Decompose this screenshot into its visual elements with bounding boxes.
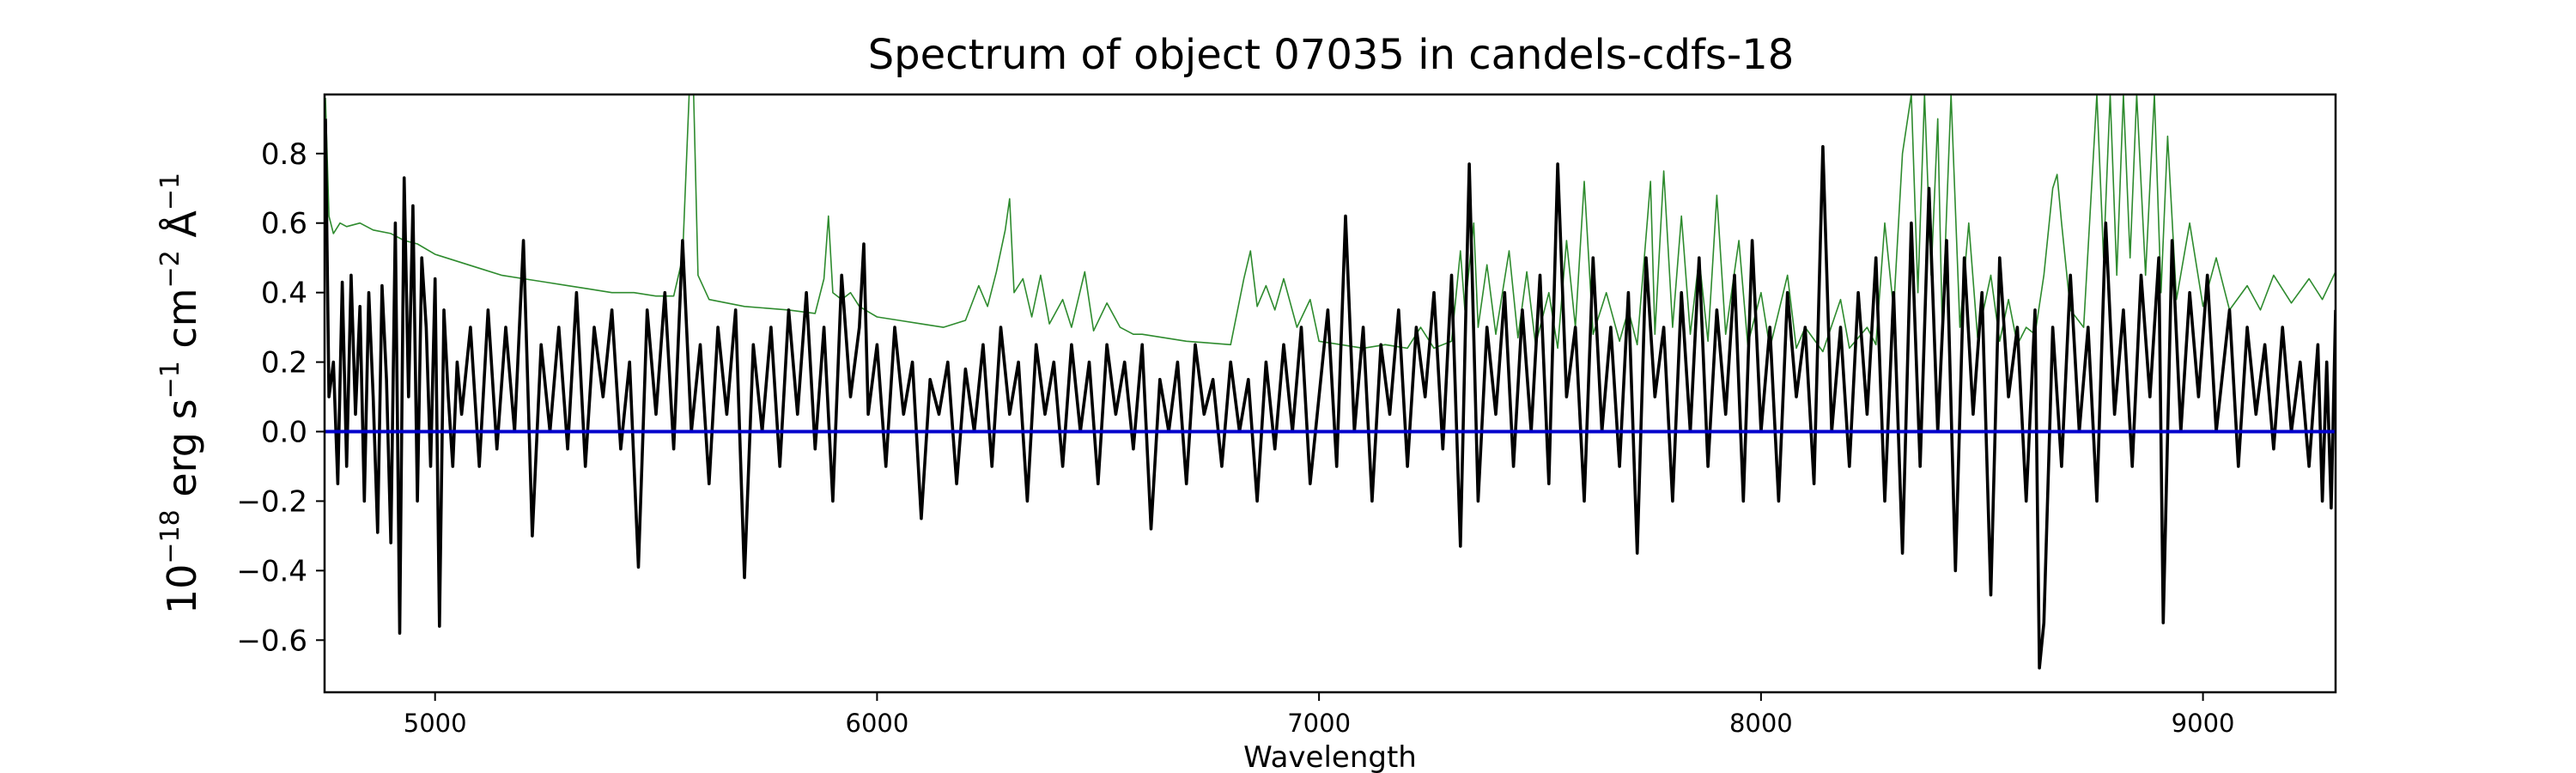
x-tick-label: 5000 bbox=[404, 709, 467, 738]
y-tick-label: 0.4 bbox=[261, 277, 307, 311]
x-tick-label: 6000 bbox=[846, 709, 909, 738]
y-tick-label: −0.2 bbox=[236, 484, 307, 519]
y-axis-ticks: −0.6 −0.4 −0.2 0.0 0.2 0.4 0.6 0.8 bbox=[236, 137, 325, 658]
x-tick-label: 7000 bbox=[1287, 709, 1351, 738]
y-axis-label: 10−18 erg s−1 cm−2 Å−1 bbox=[155, 173, 205, 614]
x-tick-label: 9000 bbox=[2172, 709, 2235, 738]
chart-title: Spectrum of object 07035 in candels-cdfs… bbox=[868, 31, 1795, 79]
y-tick-label: 0.2 bbox=[261, 346, 307, 380]
y-tick-label: 0.6 bbox=[261, 207, 307, 241]
sky-series-line bbox=[325, 94, 2336, 353]
y-tick-label: 0.0 bbox=[261, 416, 307, 450]
x-axis-ticks: 5000 6000 7000 8000 9000 bbox=[404, 692, 2235, 738]
y-tick-label: 0.8 bbox=[261, 137, 307, 172]
y-tick-label: −0.4 bbox=[236, 554, 307, 588]
y-tick-label: −0.6 bbox=[236, 624, 307, 658]
plot-frame bbox=[323, 93, 2337, 694]
series-layer bbox=[325, 94, 2336, 670]
flux-series-line bbox=[325, 119, 2336, 670]
x-axis-label: Wavelength bbox=[1243, 740, 1417, 773]
x-tick-label: 8000 bbox=[1729, 709, 1793, 738]
